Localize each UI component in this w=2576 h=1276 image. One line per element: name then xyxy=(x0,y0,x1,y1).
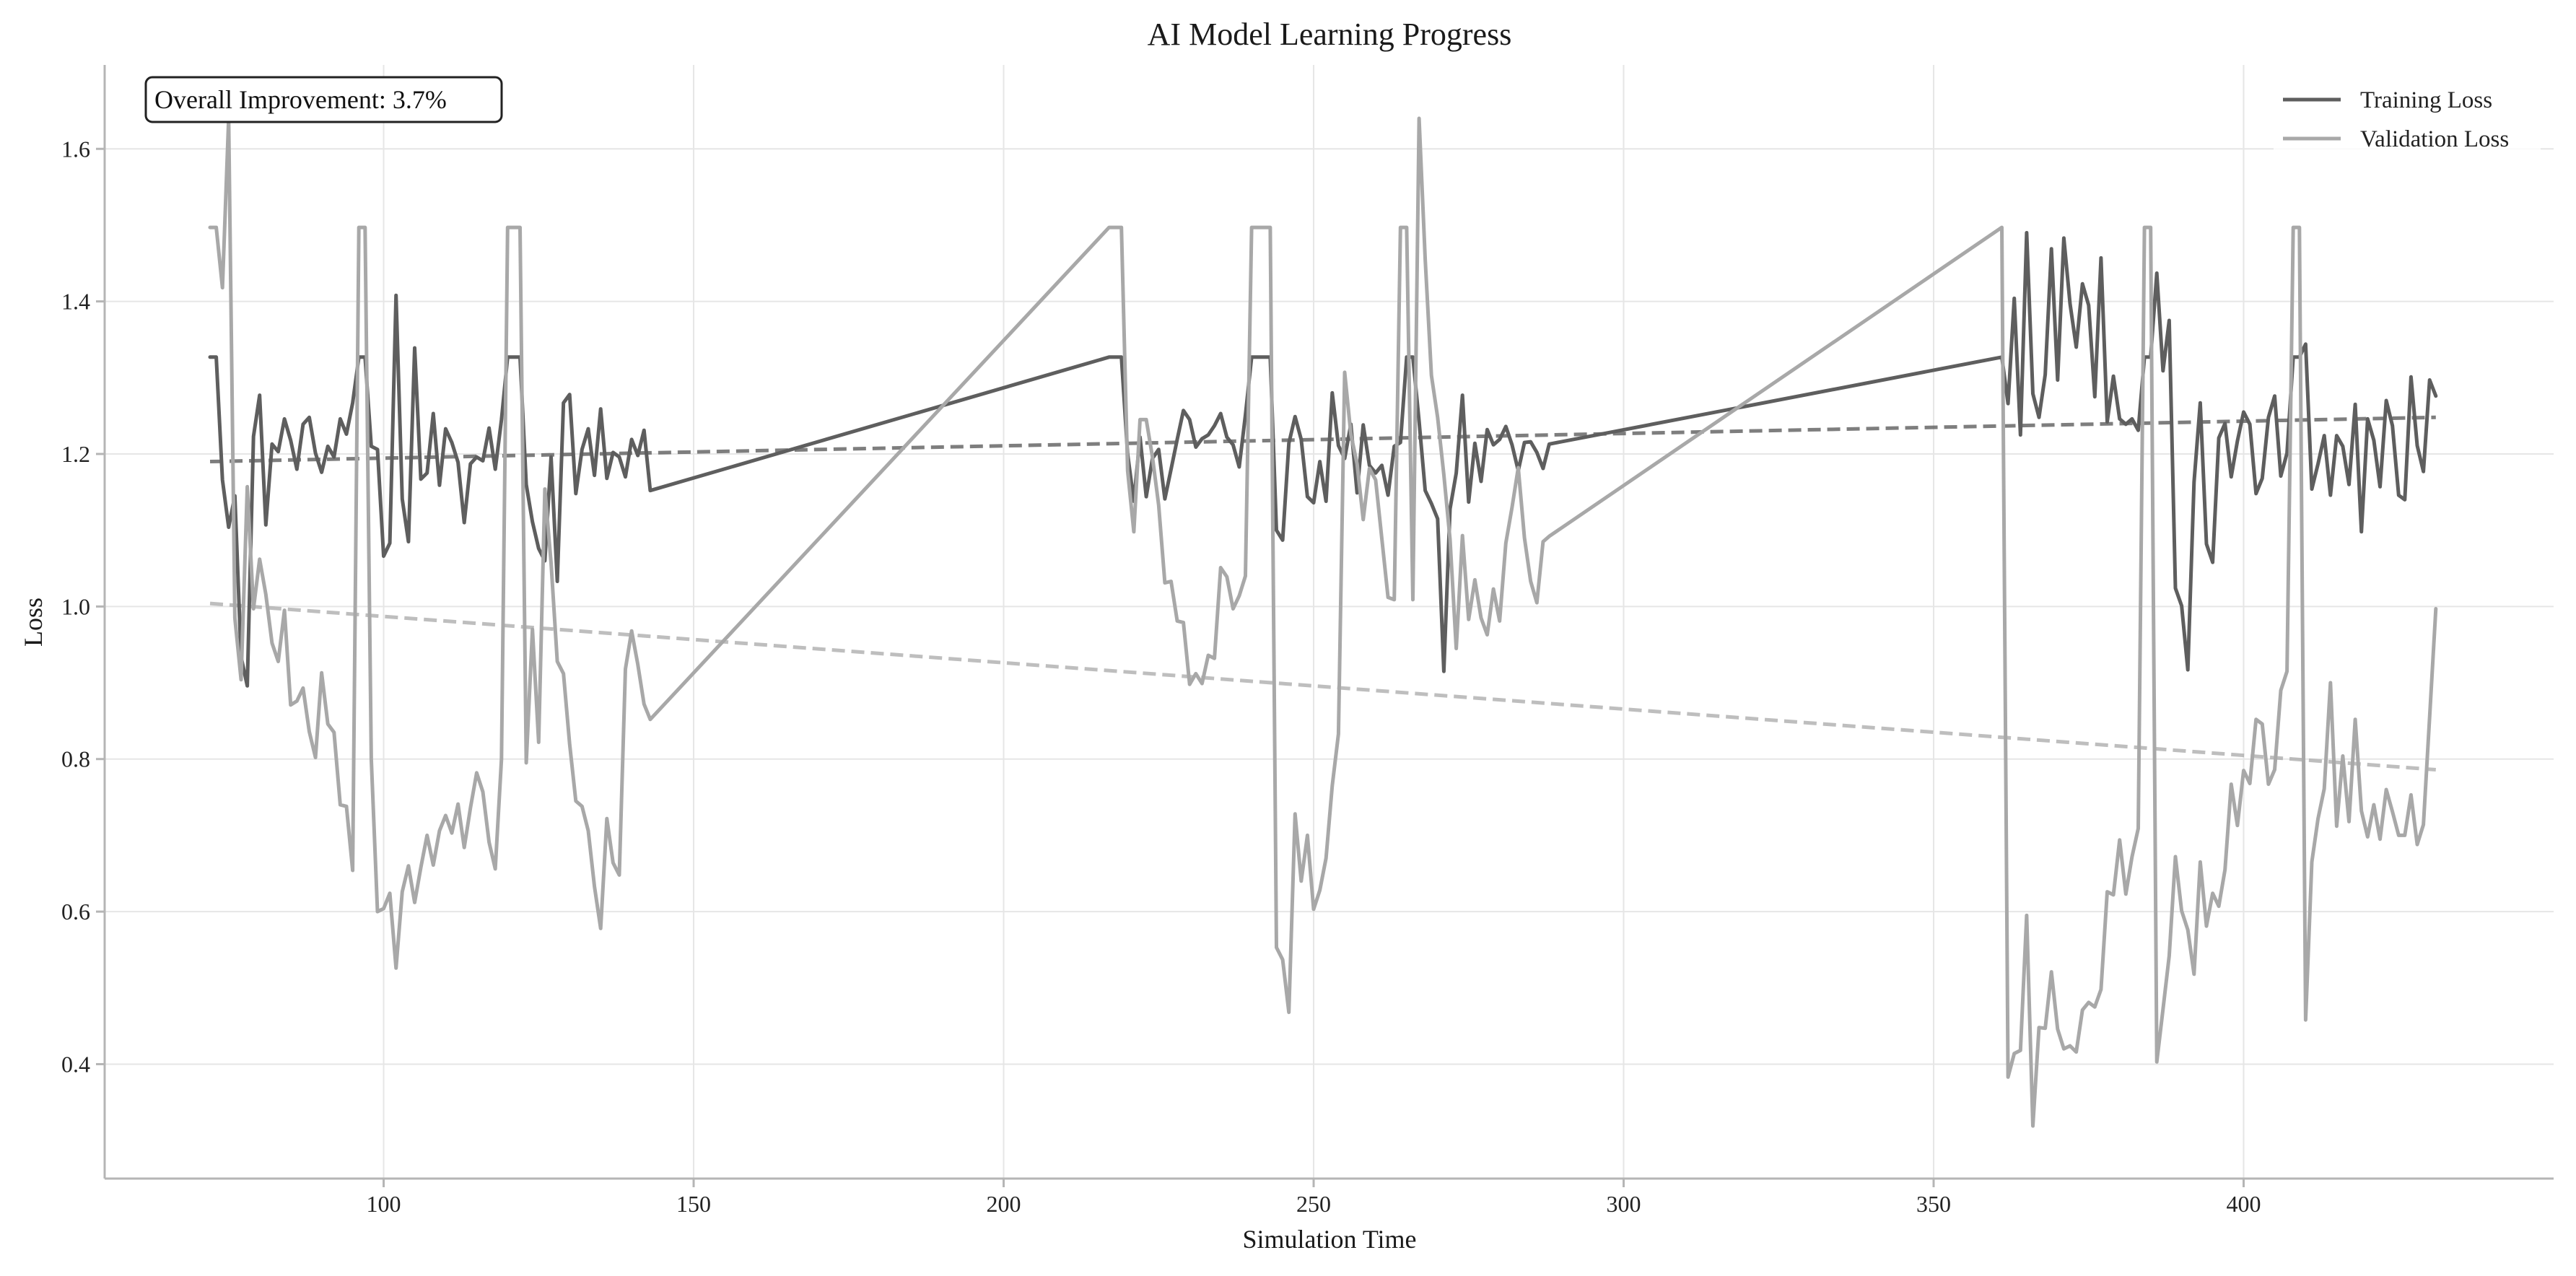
x-axis-label: Simulation Time xyxy=(1242,1225,1416,1254)
legend: Training Loss Validation Loss xyxy=(2274,78,2541,165)
annotation-text: Overall Improvement: 3.7% xyxy=(154,85,447,114)
y-axis-label: Loss xyxy=(19,598,48,647)
y-tick-label: 1.6 xyxy=(61,136,90,162)
x-tick-label: 400 xyxy=(2227,1191,2261,1217)
x-tick-label: 100 xyxy=(367,1191,401,1217)
validation-loss-line xyxy=(208,116,2438,1128)
training-trend-line xyxy=(209,415,2436,464)
x-tick-label: 350 xyxy=(1916,1191,1951,1217)
y-tick-label: 0.6 xyxy=(61,899,90,925)
axes-layer xyxy=(103,65,2554,1180)
y-tick-label: 0.4 xyxy=(61,1051,90,1077)
series-layer xyxy=(208,116,2438,1128)
chart-title: AI Model Learning Progress xyxy=(1148,17,1512,52)
validation-trend-line xyxy=(209,601,2436,772)
x-tick-label: 250 xyxy=(1296,1191,1331,1217)
legend-label-validation: Validation Loss xyxy=(2360,126,2509,152)
y-tick-label: 1.4 xyxy=(61,289,90,315)
legend-label-training: Training Loss xyxy=(2360,87,2492,113)
x-tick-label: 300 xyxy=(1607,1191,1641,1217)
y-tick-label: 0.8 xyxy=(61,746,90,772)
tick-layer: 100 150 200 250 300 350 400 0.4 0.6 0.8 1.0 1.2 1.4 1… xyxy=(61,136,2261,1217)
y-tick-label: 1.0 xyxy=(61,593,90,619)
x-tick-label: 200 xyxy=(987,1191,1021,1217)
y-tick-label: 1.2 xyxy=(61,441,90,467)
training-loss-line xyxy=(208,231,2438,688)
legend-frame xyxy=(2274,78,2541,165)
improvement-annotation: Overall Improvement: 3.7% xyxy=(144,76,503,123)
x-tick-label: 150 xyxy=(676,1191,711,1217)
annotation-box xyxy=(144,76,503,123)
